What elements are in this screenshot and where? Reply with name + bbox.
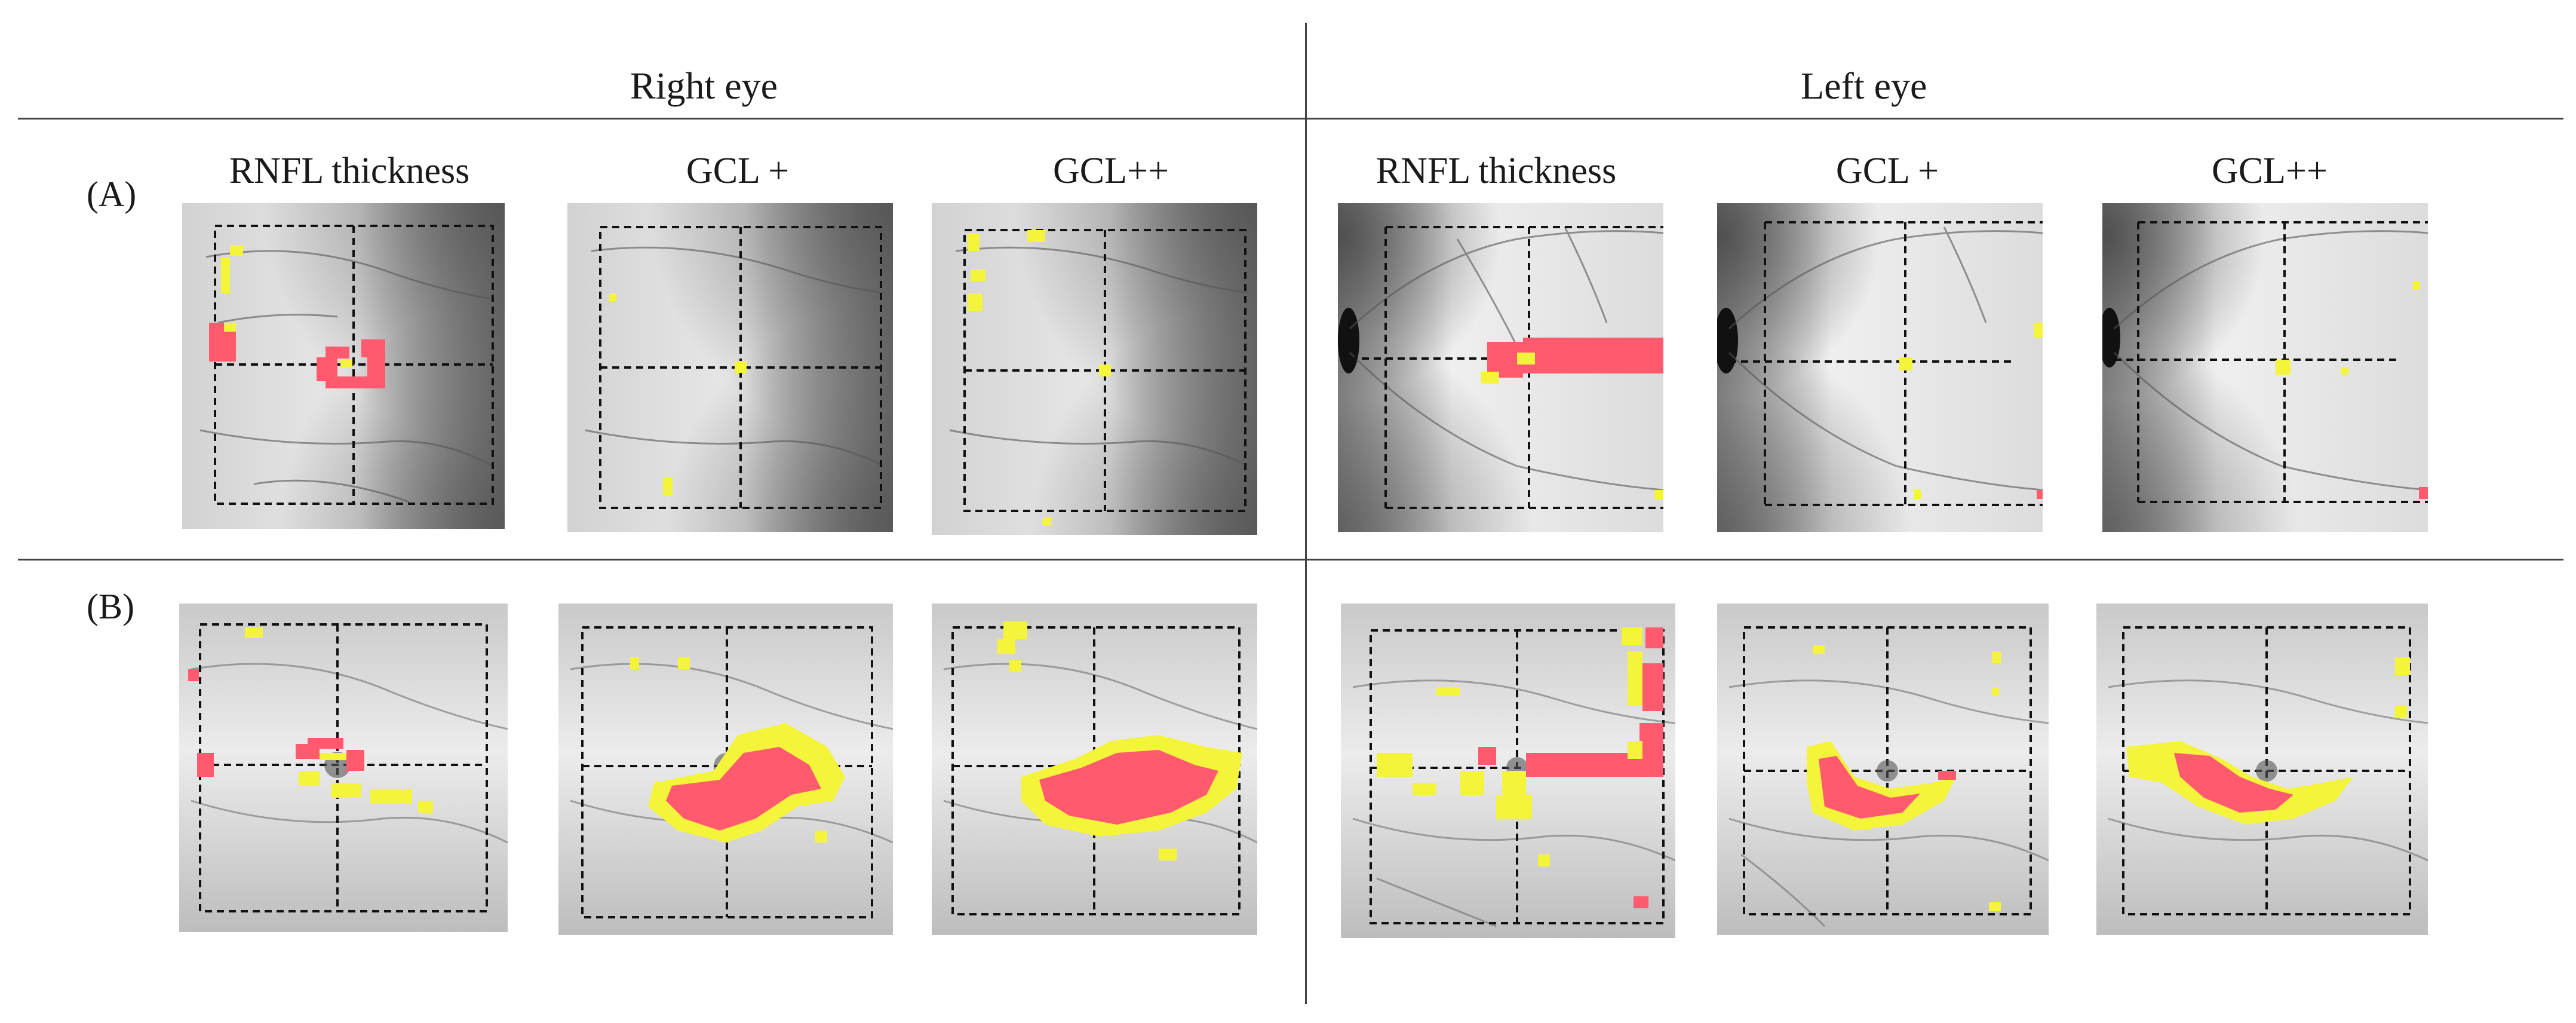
panel-b-left-gcl1-map [1717, 604, 2049, 935]
col-label-r-gcl1: GCL + [686, 151, 790, 191]
panel-b-right-gcl1-map [558, 604, 893, 935]
left-eye-title: Left eye [1801, 65, 1927, 107]
panel-b-left-rnfl-map [1341, 604, 1675, 938]
panel-b-right-rnfl-map [179, 604, 508, 932]
col-label-l-rnfl: RNFL thickness [1375, 151, 1617, 191]
row-divider [18, 559, 2563, 560]
panel-a-left-rnfl [1338, 203, 1663, 532]
panel-a-right-gcl2 [932, 203, 1257, 535]
panel-a-left-gcl1 [1717, 203, 2043, 532]
panel-a-right-gcl1-map [567, 203, 893, 532]
panel-a-right-gcl2-map [932, 203, 1257, 535]
panel-b-right-gcl2-map [932, 604, 1257, 935]
right-eye-title: Right eye [630, 65, 778, 107]
panel-a-right-gcl1 [567, 203, 893, 532]
panel-a-left-gcl2 [2102, 203, 2428, 532]
panel-a-left-gcl2-map [2102, 203, 2428, 532]
panel-a-left-gcl1-map [1717, 203, 2043, 532]
header-divider [18, 118, 2563, 120]
row-label-a: (A) [87, 174, 137, 214]
row-label-b: (B) [87, 587, 134, 626]
panel-a-right-rnfl-map [182, 203, 505, 529]
panel-b-left-gcl1 [1717, 604, 2049, 935]
col-label-r-gcl2: GCL++ [1053, 151, 1169, 191]
panel-b-right-gcl1 [558, 604, 893, 935]
panel-b-right-gcl2 [932, 604, 1257, 935]
panel-b-left-gcl2-map [2096, 604, 2428, 935]
panel-b-left-gcl2 [2096, 604, 2428, 935]
col-label-r-rnfl: RNFL thickness [229, 151, 470, 191]
eye-divider [1305, 23, 1307, 1004]
col-label-l-gcl1: GCL + [1835, 151, 1939, 191]
panel-a-right-rnfl [182, 203, 505, 529]
col-label-l-gcl2: GCL++ [2212, 151, 2328, 191]
panel-b-right-rnfl [179, 604, 508, 932]
panel-b-left-rnfl [1341, 604, 1675, 938]
panel-a-left-rnfl-map [1338, 203, 1663, 532]
